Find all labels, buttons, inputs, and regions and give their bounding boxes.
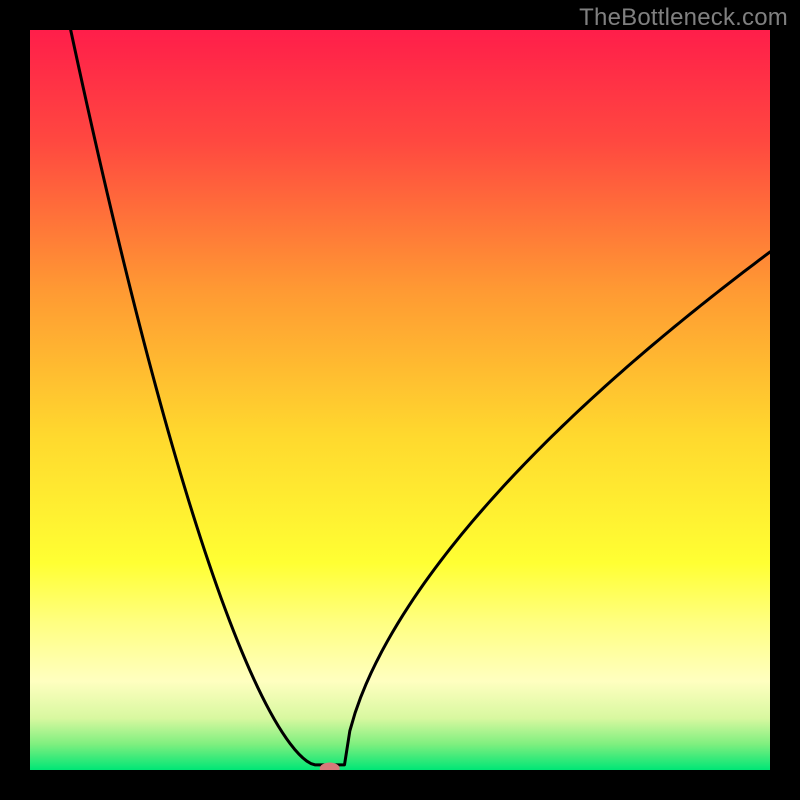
chart-frame: TheBottleneck.com [0,0,800,800]
bottleneck-chart [30,30,770,770]
watermark-text: TheBottleneck.com [579,4,788,32]
plot-background [30,30,770,770]
